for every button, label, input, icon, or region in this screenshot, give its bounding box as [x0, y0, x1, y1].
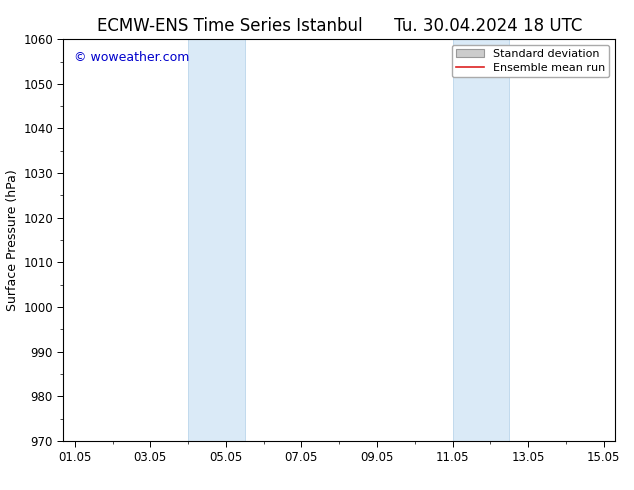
- Legend: Standard deviation, Ensemble mean run: Standard deviation, Ensemble mean run: [451, 45, 609, 77]
- Bar: [453, 39, 509, 441]
- Y-axis label: Surface Pressure (hPa): Surface Pressure (hPa): [6, 169, 19, 311]
- Title: ECMW-ENS Time Series Istanbul      Tu. 30.04.2024 18 UTC: ECMW-ENS Time Series Istanbul Tu. 30.04.…: [96, 17, 582, 35]
- Bar: [188, 39, 245, 441]
- Text: © woweather.com: © woweather.com: [74, 51, 190, 64]
